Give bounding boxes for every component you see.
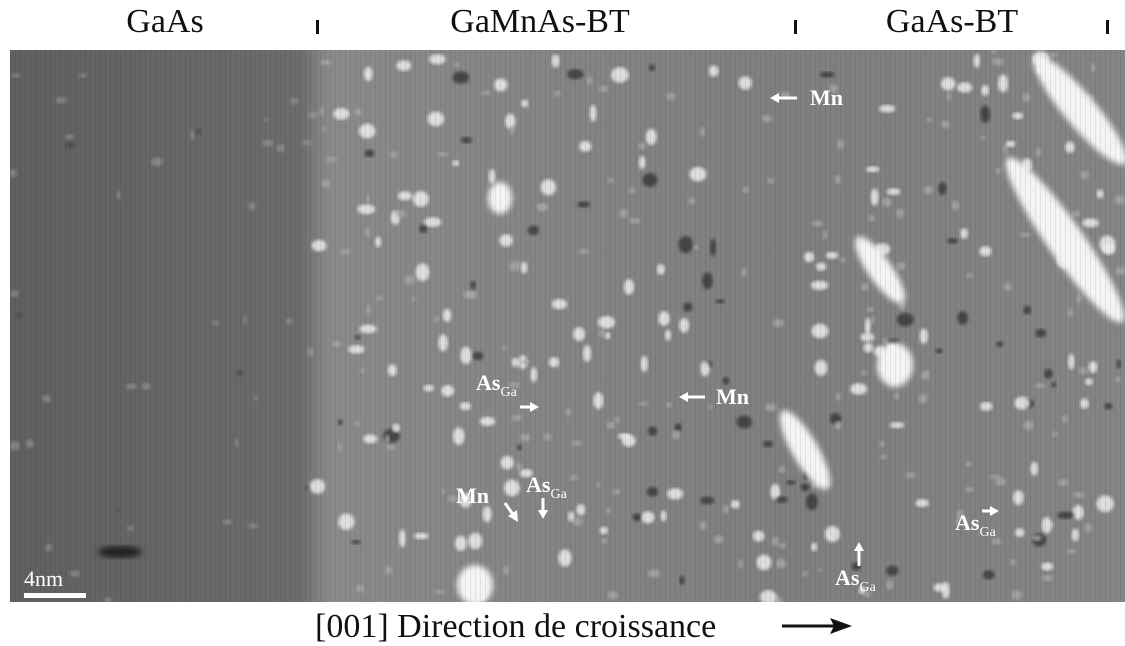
figure: GaAs GaMnAs-BT GaAs-BT Mn AsGa Mn Mn AsG… [0,0,1125,646]
annotation-sub: Ga [500,385,517,400]
region-label: GaAs-BT [886,3,1018,40]
annotation-main: As [476,370,501,395]
scale-bar [24,593,86,598]
annotation: Mn [456,483,489,508]
caption: [001] Direction de croissance [315,608,716,645]
dark-defect [98,546,142,558]
annotation-main: As [526,472,551,497]
scale-label: 4nm [24,566,63,591]
annotation: Mn [716,384,749,409]
boundary-tick [794,20,797,34]
growth-arrow [782,618,852,634]
annotation-sub: Ga [979,525,996,540]
annotation-main: As [835,565,860,590]
annotation-sub: Ga [859,580,876,595]
annotation-main: As [955,510,980,535]
boundary-tick [1106,20,1109,34]
annotation: Mn [810,85,843,110]
region-label: GaMnAs-BT [450,3,630,40]
region-label: GaAs [126,3,203,40]
boundary-tick [316,20,319,34]
annotation-sub: Ga [550,487,567,502]
